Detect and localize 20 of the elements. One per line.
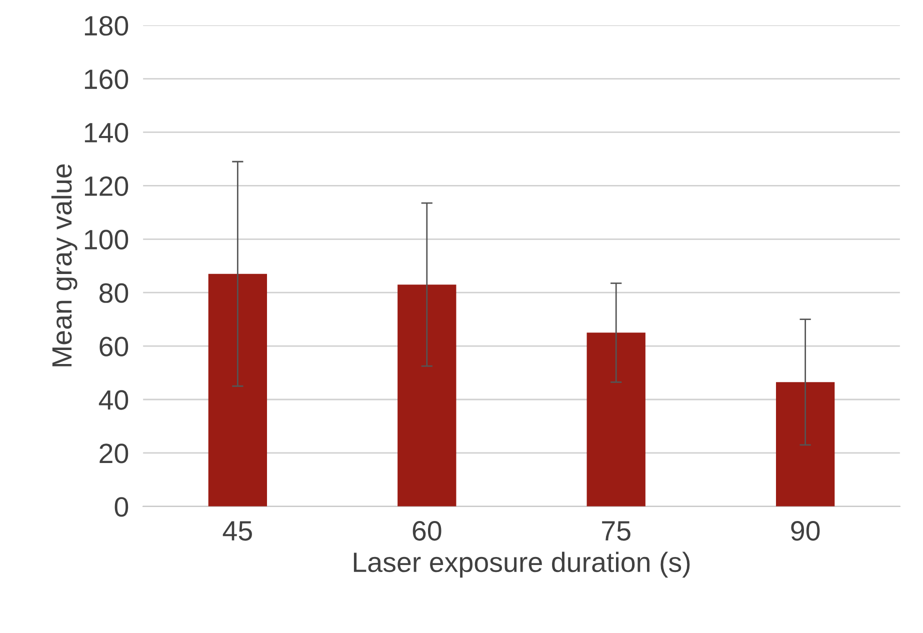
- bar: [776, 382, 835, 506]
- x-tick-label: 60: [412, 521, 442, 541]
- y-tick-label: 180: [84, 16, 128, 36]
- bar: [398, 284, 456, 506]
- y-tick-label: 80: [99, 283, 128, 303]
- y-tick-label: 160: [84, 69, 128, 90]
- y-axis-title: Mean gray value: [51, 164, 78, 366]
- y-tick-label: 60: [100, 336, 128, 356]
- x-tick-label: 90: [791, 521, 820, 541]
- y-tick-label: 120: [84, 176, 128, 196]
- y-tick-label: 40: [98, 390, 128, 410]
- y-tick-label: 20: [100, 444, 128, 464]
- y-tick-label: 140: [84, 122, 128, 143]
- x-axis-title: Laser exposure duration (s): [354, 552, 690, 578]
- bar: [208, 274, 267, 506]
- y-tick-label: 100: [84, 230, 128, 250]
- x-tick-label: 45: [222, 521, 252, 541]
- x-tick-label: 75: [602, 521, 630, 541]
- y-tick-label: 0: [114, 497, 128, 517]
- bar: [586, 332, 646, 506]
